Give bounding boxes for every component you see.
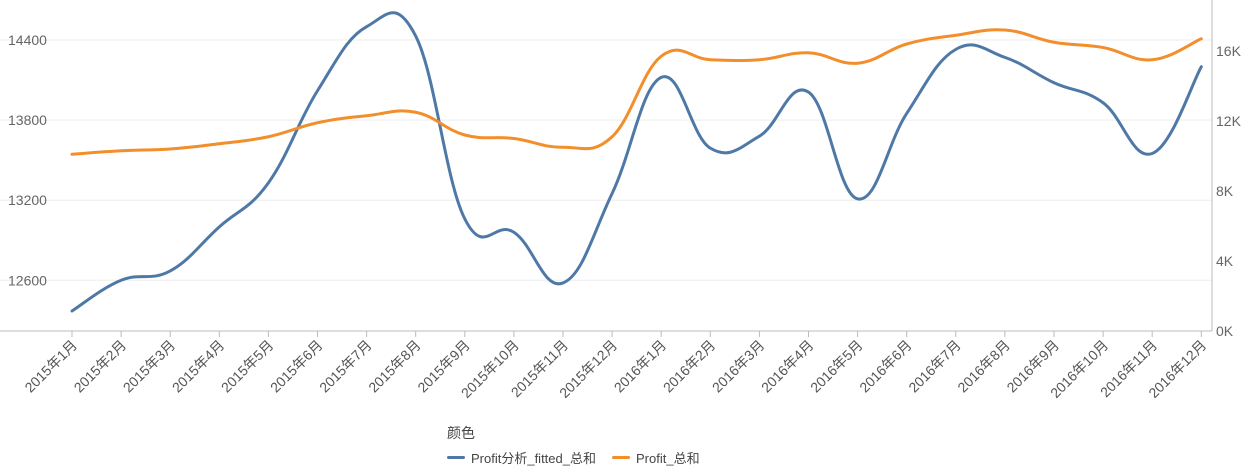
legend-label-fitted: Profit分析_fitted_总和 bbox=[471, 451, 596, 466]
left-tick-label: 12600 bbox=[8, 272, 47, 288]
point-profit[interactable] bbox=[1199, 37, 1203, 41]
point-fitted[interactable] bbox=[512, 230, 516, 234]
point-profit[interactable] bbox=[954, 33, 958, 37]
x-tick-label: 2016年5月 bbox=[807, 337, 866, 396]
point-fitted[interactable] bbox=[757, 134, 761, 138]
right-tick-label: 12K bbox=[1216, 113, 1242, 129]
point-profit[interactable] bbox=[807, 51, 811, 55]
x-tick-label: 2015年3月 bbox=[120, 337, 179, 396]
x-tick-label: 2015年7月 bbox=[316, 337, 375, 396]
x-tick-label: 2016年2月 bbox=[660, 337, 719, 396]
right-tick-label: 8K bbox=[1216, 183, 1234, 199]
point-profit[interactable] bbox=[610, 135, 614, 139]
series-line-fitted[interactable] bbox=[70, 11, 1203, 313]
point-profit[interactable] bbox=[708, 58, 712, 62]
point-profit[interactable] bbox=[856, 61, 860, 65]
legend-swatch-profit bbox=[612, 456, 630, 459]
point-profit[interactable] bbox=[1101, 46, 1105, 50]
point-profit[interactable] bbox=[512, 137, 516, 141]
right-axis-ticks: 0K 4K 8K 12K 16K bbox=[1216, 43, 1242, 339]
line-chart: 12600 13200 13800 14400 0K 4K 8K 12K 16K 2015年1… bbox=[0, 0, 1242, 401]
point-fitted[interactable] bbox=[659, 75, 663, 79]
point-fitted[interactable] bbox=[217, 225, 221, 229]
left-tick-label: 14400 bbox=[8, 32, 47, 48]
point-fitted[interactable] bbox=[414, 34, 418, 38]
point-profit[interactable] bbox=[463, 133, 467, 137]
right-tick-label: 4K bbox=[1216, 253, 1234, 269]
point-profit[interactable] bbox=[365, 114, 369, 118]
legend-item-fitted[interactable]: Profit分析_fitted_总和 bbox=[447, 448, 596, 467]
left-axis-ticks: 12600 13200 13800 14400 bbox=[8, 32, 47, 288]
point-fitted[interactable] bbox=[856, 197, 860, 201]
legend-swatch-fitted bbox=[447, 456, 465, 459]
point-fitted[interactable] bbox=[266, 181, 270, 185]
point-profit[interactable] bbox=[266, 135, 270, 139]
point-fitted[interactable] bbox=[70, 309, 74, 313]
x-tick-label: 2015年8月 bbox=[365, 337, 424, 396]
point-profit[interactable] bbox=[168, 147, 172, 151]
grid-lines bbox=[0, 39, 1212, 281]
point-profit[interactable] bbox=[70, 152, 74, 156]
point-fitted[interactable] bbox=[316, 89, 320, 93]
legend-item-profit[interactable]: Profit_总和 bbox=[612, 448, 700, 467]
point-fitted[interactable] bbox=[561, 281, 565, 285]
point-fitted[interactable] bbox=[119, 278, 123, 282]
x-tick-label: 2015年6月 bbox=[267, 337, 326, 396]
x-tick-label: 2015年4月 bbox=[169, 337, 228, 396]
legend: Profit分析_fitted_总和 Profit_总和 bbox=[447, 448, 700, 467]
x-tick-label: 2016年3月 bbox=[709, 337, 768, 396]
point-fitted[interactable] bbox=[1199, 65, 1203, 69]
point-fitted[interactable] bbox=[905, 111, 909, 115]
series-line-profit[interactable] bbox=[70, 28, 1203, 156]
point-fitted[interactable] bbox=[1052, 81, 1056, 85]
series-layer bbox=[70, 11, 1203, 313]
point-fitted[interactable] bbox=[1150, 151, 1154, 155]
point-profit[interactable] bbox=[316, 121, 320, 125]
point-profit[interactable] bbox=[1003, 28, 1007, 32]
x-tick-label: 2015年5月 bbox=[218, 337, 277, 396]
point-fitted[interactable] bbox=[463, 217, 467, 221]
x-tick-label: 2016年6月 bbox=[856, 337, 915, 396]
legend-title: 颜色 bbox=[447, 425, 475, 441]
point-profit[interactable] bbox=[1052, 40, 1056, 44]
right-tick-label: 16K bbox=[1216, 43, 1242, 59]
point-fitted[interactable] bbox=[365, 25, 369, 29]
right-tick-label: 0K bbox=[1216, 323, 1234, 339]
point-fitted[interactable] bbox=[1101, 101, 1105, 105]
point-profit[interactable] bbox=[119, 149, 123, 153]
left-tick-label: 13200 bbox=[8, 192, 47, 208]
legend-label-profit: Profit_总和 bbox=[636, 451, 700, 466]
point-fitted[interactable] bbox=[1003, 55, 1007, 59]
point-fitted[interactable] bbox=[708, 146, 712, 150]
x-tick-label: 2016年4月 bbox=[758, 337, 817, 396]
point-profit[interactable] bbox=[217, 142, 221, 146]
x-tick-label: 2015年1月 bbox=[21, 337, 80, 396]
x-tick-label: 2016年1月 bbox=[611, 337, 670, 396]
point-profit[interactable] bbox=[757, 58, 761, 62]
x-tick-label: 2015年2月 bbox=[71, 337, 130, 396]
x-axis-ticks: 2015年1月2015年2月2015年3月2015年4月2015年5月2015年… bbox=[21, 331, 1209, 401]
point-fitted[interactable] bbox=[954, 47, 958, 51]
point-profit[interactable] bbox=[1150, 58, 1154, 62]
point-profit[interactable] bbox=[659, 54, 663, 58]
point-profit[interactable] bbox=[905, 42, 909, 46]
point-fitted[interactable] bbox=[807, 90, 811, 94]
x-tick-label: 2016年7月 bbox=[905, 337, 964, 396]
point-fitted[interactable] bbox=[610, 192, 614, 196]
x-tick-label: 2016年8月 bbox=[954, 337, 1013, 396]
point-profit[interactable] bbox=[414, 110, 418, 114]
point-profit[interactable] bbox=[561, 145, 565, 149]
left-tick-label: 13800 bbox=[8, 112, 47, 128]
point-fitted[interactable] bbox=[168, 269, 172, 273]
